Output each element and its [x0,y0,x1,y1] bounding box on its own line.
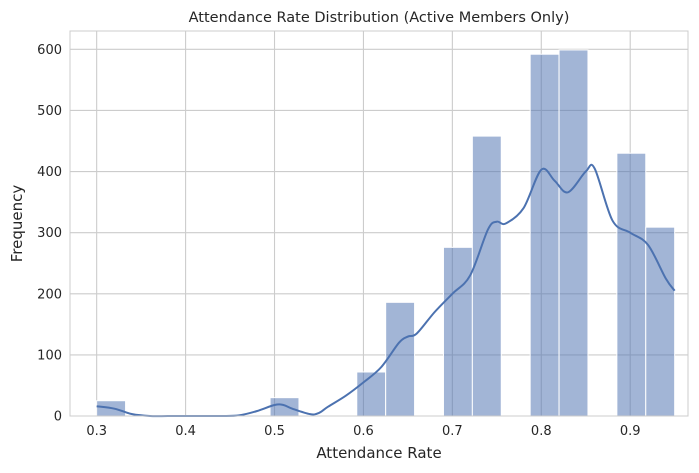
x-tick-label: 0.8 [531,424,552,439]
histogram-bar [529,53,560,417]
histogram-bars [96,49,676,417]
y-tick-label: 500 [37,104,62,119]
histogram-bar [645,226,676,417]
histogram-bar [269,397,300,417]
plot-frame [69,30,689,417]
y-tick-label: 100 [37,348,62,363]
histogram-bar [385,301,416,417]
y-tick-label: 400 [37,165,62,180]
histogram-bar [471,135,502,417]
x-tick-label: 0.5 [264,424,285,439]
histogram-bar [442,246,473,417]
tick-labels: 0.3 0.4 0.5 0.6 0.7 0.8 0.9 0 100 200 300 400 500 600 [37,43,640,439]
y-tick-label: 0 [54,410,62,425]
x-tick-label: 0.6 [353,424,374,439]
histogram-bar [558,49,589,417]
x-tick-label: 0.4 [175,424,196,439]
x-tick-label: 0.7 [442,424,463,439]
x-tick-label: 0.3 [86,424,107,439]
x-tick-label: 0.9 [620,424,641,439]
chart-title: Attendance Rate Distribution (Active Mem… [189,10,570,26]
histogram-bar [356,371,387,417]
y-axis-label: Frequency [8,185,26,263]
y-tick-label: 600 [37,43,62,58]
y-tick-label: 200 [37,287,62,302]
x-axis-label: Attendance Rate [316,444,441,462]
y-tick-label: 300 [37,226,62,241]
histogram-bar [616,152,647,417]
